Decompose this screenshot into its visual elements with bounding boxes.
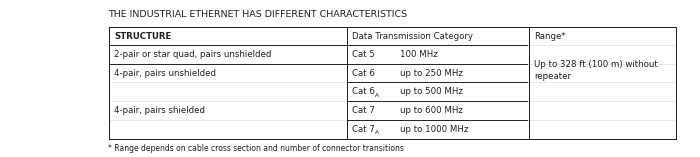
- Text: Up to 328 ft (100 m) without: Up to 328 ft (100 m) without: [534, 60, 658, 69]
- Text: * Range depends on cable cross section and number of connector transitions: * Range depends on cable cross section a…: [108, 144, 405, 153]
- Text: A: A: [375, 93, 379, 98]
- Text: repeater: repeater: [534, 72, 571, 81]
- Text: up to 500 MHz: up to 500 MHz: [400, 87, 463, 96]
- Text: Cat 7: Cat 7: [352, 125, 375, 134]
- Text: up to 1000 MHz: up to 1000 MHz: [400, 125, 468, 134]
- Text: Range*: Range*: [534, 32, 566, 41]
- Text: 100 MHz: 100 MHz: [400, 50, 438, 59]
- Text: Data Transmission Category: Data Transmission Category: [352, 32, 473, 41]
- Text: Cat 6: Cat 6: [352, 68, 375, 78]
- Text: 4-pair, pairs shielded: 4-pair, pairs shielded: [114, 106, 205, 115]
- Text: up to 250 MHz: up to 250 MHz: [400, 68, 463, 78]
- Text: 2-pair or star quad, pairs unshielded: 2-pair or star quad, pairs unshielded: [114, 50, 272, 59]
- Text: A: A: [375, 130, 379, 135]
- Text: Cat 5: Cat 5: [352, 50, 375, 59]
- Text: THE INDUSTRIAL ETHERNET HAS DIFFERENT CHARACTERISTICS: THE INDUSTRIAL ETHERNET HAS DIFFERENT CH…: [108, 10, 407, 19]
- Text: up to 600 MHz: up to 600 MHz: [400, 106, 463, 115]
- Text: Cat 7: Cat 7: [352, 106, 375, 115]
- Text: Cat 6: Cat 6: [352, 87, 375, 96]
- Text: 4-pair, pairs unshielded: 4-pair, pairs unshielded: [114, 68, 216, 78]
- Text: STRUCTURE: STRUCTURE: [114, 32, 172, 41]
